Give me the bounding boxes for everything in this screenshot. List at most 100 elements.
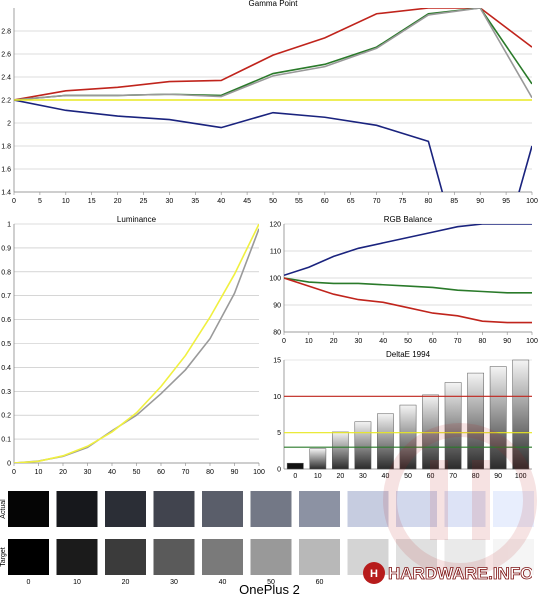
y-tick-label: 2.6: [1, 52, 11, 59]
x-tick-label: 40: [379, 338, 387, 345]
watermark-logo-icon: [383, 423, 537, 577]
series-line-0: [14, 228, 259, 463]
svg-text:H: H: [370, 568, 378, 580]
x-tick-label: 100: [515, 473, 527, 480]
x-tick-label: 65: [347, 198, 355, 205]
x-tick-label: 20: [59, 469, 67, 476]
swatch-label: 50: [267, 579, 275, 586]
chart-title: Luminance: [117, 215, 157, 224]
x-tick-label: 90: [503, 338, 511, 345]
series-line-2: [284, 277, 532, 324]
footer-device-label: OnePlus 2: [239, 582, 300, 597]
swatch-label: 30: [170, 579, 178, 586]
chart-title: DeltaE 1994: [386, 350, 431, 359]
swatch-label: 10: [73, 579, 81, 586]
bar: [309, 448, 327, 470]
chart-title: Gamma Point: [249, 0, 299, 8]
y-tick-label: 1: [7, 222, 11, 229]
y-tick-label: 2.4: [1, 75, 11, 82]
swatch-label: 40: [219, 579, 227, 586]
x-tick-label: 80: [206, 469, 214, 476]
actual-swatch: [444, 491, 486, 527]
x-tick-label: 60: [427, 473, 435, 480]
actual-swatch: [153, 491, 195, 527]
y-tick-label: 80: [273, 330, 281, 337]
x-tick-label: 50: [404, 338, 412, 345]
x-tick-label: 45: [243, 198, 251, 205]
x-tick-label: 20: [330, 338, 338, 345]
x-tick-label: 10: [35, 469, 43, 476]
series-line-0: [284, 224, 532, 277]
y-tick-label: 0.5: [1, 341, 11, 348]
x-tick-label: 100: [526, 338, 538, 345]
target-swatch: [153, 539, 195, 575]
y-tick-label: 2: [7, 121, 11, 128]
x-tick-label: 50: [133, 469, 141, 476]
x-tick-label: 0: [12, 469, 16, 476]
x-tick-label: 0: [12, 198, 16, 205]
target-swatch: [299, 539, 340, 575]
series-line-2: [14, 8, 532, 101]
x-tick-label: 75: [399, 198, 407, 205]
actual-swatch: [250, 491, 292, 527]
y-tick-label: 0.8: [1, 269, 11, 276]
x-tick-label: 50: [269, 198, 277, 205]
chart-0: 1.4 1.6 1.8 2 2.2 2.4 2.6 2.8 0 5 10 15 20 25 30 35 40 45…: [1, 0, 538, 205]
y-tick-label: 1.8: [1, 144, 11, 151]
target-swatch: [202, 539, 243, 575]
x-tick-label: 70: [373, 198, 381, 205]
bar: [377, 413, 394, 470]
x-tick-label: 40: [217, 198, 225, 205]
series-line-3: [14, 99, 532, 192]
actual-swatch: [202, 491, 243, 527]
x-tick-label: 5: [38, 198, 42, 205]
hardware-info-logo: H HARDWARE.INFO: [363, 562, 532, 584]
swatch-label: 0: [27, 579, 31, 586]
x-tick-label: 60: [321, 198, 329, 205]
bar: [286, 462, 304, 470]
x-tick-label: 90: [476, 198, 484, 205]
logo-text: HARDWARE.INFO: [388, 564, 532, 583]
y-tick-label: 2.2: [1, 98, 11, 105]
target-swatch: [105, 539, 146, 575]
y-tick-label: 0.4: [1, 365, 11, 372]
x-tick-label: 30: [84, 469, 92, 476]
x-tick-label: 30: [166, 198, 174, 205]
x-tick-label: 100: [526, 198, 538, 205]
series-line-1: [14, 224, 259, 463]
y-tick-label: 100: [269, 276, 281, 283]
x-tick-label: 10: [314, 473, 322, 480]
x-tick-label: 0: [293, 473, 297, 480]
actual-swatch: [56, 491, 98, 527]
actual-swatch: [347, 491, 389, 527]
actual-swatch: [105, 491, 146, 527]
logo-mark-icon: [363, 562, 385, 584]
y-tick-label: 15: [273, 358, 281, 365]
x-tick-label: 10: [62, 198, 70, 205]
y-tick-label: 0.7: [1, 293, 11, 300]
x-tick-label: 95: [502, 198, 510, 205]
x-tick-label: 60: [429, 338, 437, 345]
y-tick-label: 1.6: [1, 167, 11, 174]
x-tick-label: 90: [494, 473, 502, 480]
bar: [331, 431, 349, 470]
row-label-actual: Actual: [0, 499, 7, 519]
x-tick-label: 15: [88, 198, 96, 205]
y-tick-label: 0: [277, 467, 281, 474]
x-tick-label: 80: [425, 198, 433, 205]
x-tick-label: 35: [191, 198, 199, 205]
y-tick-label: 2.8: [1, 29, 11, 36]
x-tick-label: 90: [231, 469, 239, 476]
actual-swatch: [396, 491, 437, 527]
y-tick-label: 0: [7, 461, 11, 468]
x-tick-label: 70: [449, 473, 457, 480]
bar: [354, 421, 372, 470]
bar: [467, 372, 485, 470]
x-tick-label: 40: [108, 469, 116, 476]
actual-swatch: [299, 491, 340, 527]
x-tick-label: 100: [253, 469, 265, 476]
x-tick-label: 85: [450, 198, 458, 205]
x-tick-label: 20: [336, 473, 344, 480]
target-swatch: [493, 539, 534, 575]
